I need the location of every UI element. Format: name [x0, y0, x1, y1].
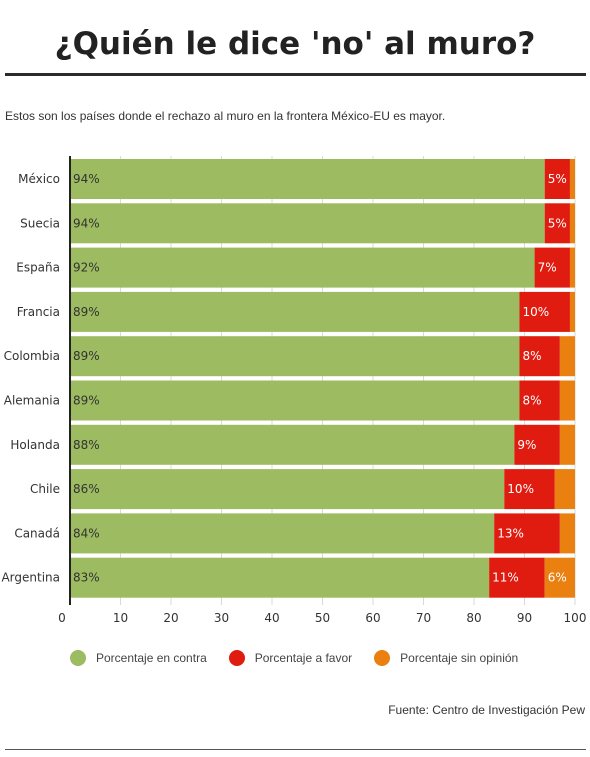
data-label-contra-5: 89%: [73, 349, 100, 363]
bar-contra-7: [70, 424, 515, 465]
x-tick-label-90: 90: [517, 611, 532, 625]
bar-contra-6: [70, 380, 520, 421]
bar-sin-opinion-8: [554, 469, 575, 510]
category-label-8: Chile: [30, 482, 60, 496]
bar-sin-opinion-3: [569, 247, 575, 288]
x-tick-label-10: 10: [113, 611, 128, 625]
bar-favor-8: [504, 469, 555, 510]
x-tick-label-60: 60: [365, 611, 380, 625]
data-label-favor-9: 13%: [497, 526, 524, 540]
category-label-2: Suecia: [20, 216, 60, 230]
x-tick-label-50: 50: [315, 611, 330, 625]
source-note: Fuente: Centro de Investigación Pew: [388, 703, 585, 717]
data-label-contra-1: 94%: [73, 172, 100, 186]
category-label-9: Canadá: [14, 526, 60, 540]
data-label-favor-2: 5%: [548, 216, 567, 230]
x-tick-label-20: 20: [163, 611, 178, 625]
x-tick-label-0: 0: [58, 611, 66, 625]
data-label-favor-8: 10%: [507, 482, 534, 496]
x-tick-label-40: 40: [264, 611, 279, 625]
bar-favor-3: [534, 247, 570, 288]
bar-contra-2: [70, 203, 545, 244]
data-label-favor-7: 9%: [517, 438, 536, 452]
data-label-favor-4: 10%: [522, 305, 549, 319]
category-label-3: España: [16, 261, 60, 275]
bar-favor-9: [494, 513, 560, 554]
data-label-favor-5: 8%: [522, 349, 541, 363]
bar-sin-opinion-5: [559, 336, 575, 377]
data-label-contra-8: 86%: [73, 482, 100, 496]
x-tick-label-80: 80: [466, 611, 481, 625]
bar-contra-1: [70, 159, 545, 199]
data-label-sin-opinion-10: 6%: [548, 571, 567, 585]
bar-favor-5: [519, 336, 560, 377]
bar-sin-opinion-10: [544, 557, 575, 598]
data-label-contra-10: 83%: [73, 571, 100, 585]
bar-contra-9: [70, 513, 495, 554]
bottom-rule: [5, 749, 586, 750]
legend-swatch-contra: [70, 650, 86, 666]
chart-title: ¿Quién le dice 'no' al muro?: [54, 26, 536, 62]
bar-favor-4: [519, 291, 570, 332]
bar-sin-opinion-7: [559, 424, 575, 465]
bar-contra-5: [70, 336, 520, 377]
x-tick-label-30: 30: [214, 611, 229, 625]
data-label-favor-3: 7%: [538, 261, 557, 275]
legend-item-favor: Porcentaje a favor: [228, 650, 353, 666]
bar-sin-opinion-2: [569, 203, 575, 244]
data-label-contra-4: 89%: [73, 305, 100, 319]
data-label-contra-7: 88%: [73, 438, 100, 452]
legend: Porcentaje en contra Porcentaje a favor …: [70, 650, 540, 666]
legend-swatch-favor: [228, 650, 245, 666]
legend-label-favor: Porcentaje a favor: [254, 651, 353, 665]
legend-label-sin-opinion: Porcentaje sin opinión: [400, 651, 519, 665]
x-tick-label-100: 100: [564, 611, 587, 625]
bar-favor-2: [544, 203, 570, 244]
bar-favor-6: [519, 380, 560, 421]
category-label-10: Argentina: [1, 571, 60, 585]
category-label-4: Francia: [17, 305, 60, 319]
category-label-6: Alemania: [4, 394, 60, 408]
data-label-favor-6: 8%: [522, 394, 541, 408]
bar-sin-opinion-6: [559, 380, 575, 421]
bar-favor-10: [489, 557, 545, 598]
category-label-5: Colombia: [4, 349, 60, 363]
category-label-1: México: [18, 172, 60, 186]
bar-contra-3: [70, 247, 535, 288]
legend-swatch-sin-opinion: [374, 650, 391, 666]
bar-sin-opinion-1: [569, 159, 575, 199]
category-label-7: Holanda: [10, 438, 60, 452]
title-rule: [5, 73, 586, 76]
bar-sin-opinion-4: [569, 291, 575, 332]
chart-subtitle: Estos son los países donde el rechazo al…: [5, 109, 446, 123]
data-label-contra-9: 84%: [73, 526, 100, 540]
data-label-contra-2: 94%: [73, 216, 100, 230]
x-tick-label-70: 70: [416, 611, 431, 625]
data-label-favor-10: 11%: [492, 571, 519, 585]
bar-contra-4: [70, 291, 520, 332]
data-label-favor-1: 5%: [548, 172, 567, 186]
legend-label-contra: Porcentaje en contra: [96, 651, 207, 665]
bar-favor-1: [544, 159, 570, 199]
bar-favor-7: [514, 424, 560, 465]
data-label-contra-3: 92%: [73, 261, 100, 275]
legend-item-sin-opinion: Porcentaje sin opinión: [374, 650, 518, 666]
stacked-bar-chart: 94% 5% México 94% 5% Suecia 92% 7% España 89% 10% F…: [1, 156, 587, 625]
bar-contra-8: [70, 469, 505, 510]
legend-item-contra: Porcentaje en contra: [70, 650, 207, 666]
bar-sin-opinion-9: [559, 513, 575, 554]
bar-contra-10: [70, 557, 490, 598]
data-label-contra-6: 89%: [73, 394, 100, 408]
